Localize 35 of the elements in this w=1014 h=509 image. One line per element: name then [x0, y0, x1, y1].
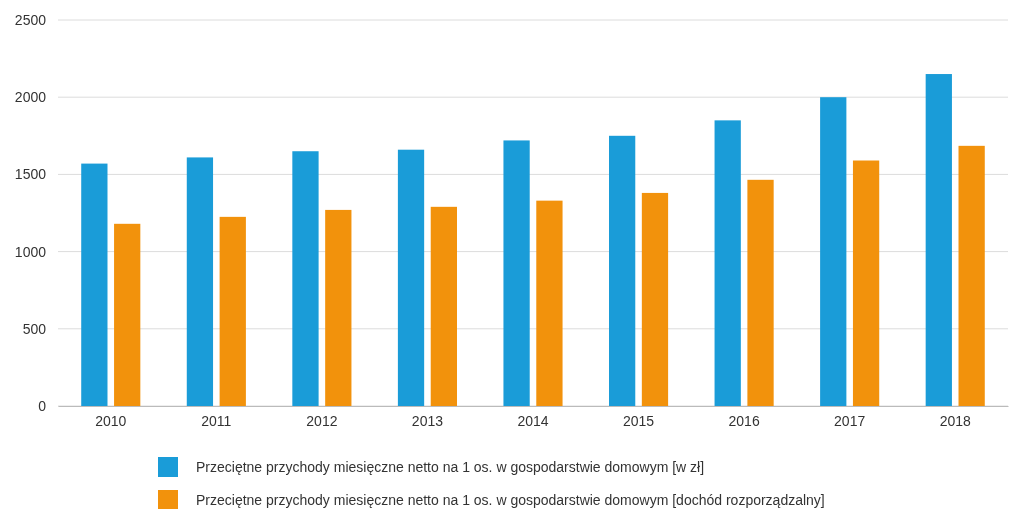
x-tick-label: 2017: [834, 412, 866, 429]
legend-label: Przeciętne przychody miesięczne netto na 1 os. w gospodarstwie domowym [dochód rozporządzalny]: [196, 492, 825, 508]
x-tick-label: 2012: [306, 412, 338, 429]
bar: [747, 179, 774, 406]
bar: [114, 223, 141, 406]
bar: [609, 135, 636, 406]
legend-label: Przeciętne przychody miesięczne netto na 1 os. w gospodarstwie domowym [w zł]: [196, 459, 705, 475]
x-tick-label: 2016: [728, 412, 760, 429]
x-tick-label: 2014: [517, 412, 549, 429]
bar: [852, 160, 880, 406]
bar: [397, 149, 425, 406]
y-tick-label: 1000: [14, 243, 47, 260]
bar: [503, 140, 530, 406]
bar: [820, 97, 847, 406]
bar: [714, 120, 741, 406]
bar: [325, 209, 352, 406]
y-tick-label: 2500: [14, 11, 47, 28]
x-tick-label: 2010: [95, 412, 127, 429]
y-tick-label: 1500: [14, 166, 47, 183]
bar: [641, 192, 669, 406]
x-tick-label: 2018: [939, 412, 971, 429]
y-tick-label: 500: [22, 320, 47, 337]
y-tick-label: 2000: [14, 89, 47, 106]
bar: [925, 74, 952, 406]
x-tick-label: 2015: [622, 412, 655, 429]
x-tick-label: 2011: [201, 412, 232, 429]
x-tick-label: 2013: [411, 412, 444, 429]
bar: [186, 157, 214, 406]
bar: [958, 145, 985, 406]
bar: [219, 216, 246, 406]
bar: [536, 200, 563, 406]
bar: [292, 151, 319, 406]
bar: [430, 206, 457, 406]
y-tick-label: 0: [38, 397, 47, 414]
bar: [81, 163, 108, 406]
